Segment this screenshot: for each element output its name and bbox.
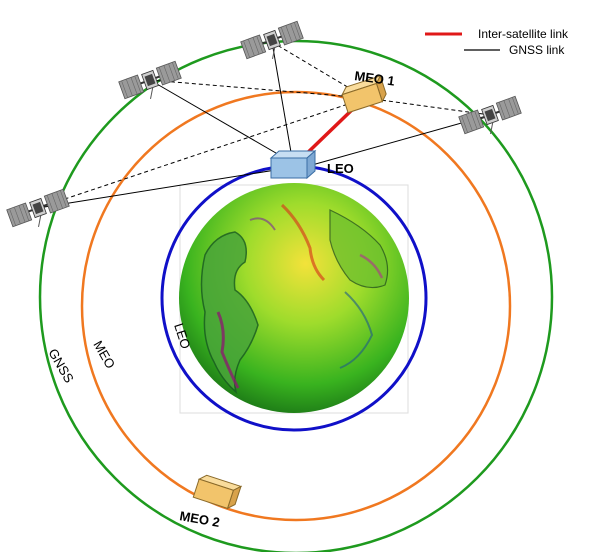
legend-isl-label: Inter-satellite link — [478, 27, 569, 41]
gnss-link — [149, 79, 289, 161]
leo-satellite-label: LEO — [327, 161, 354, 176]
gnss-satellite-icon — [117, 60, 186, 109]
meo1-satellite — [341, 74, 387, 114]
legend-gnss-label: GNSS link — [509, 43, 565, 57]
gnss-link — [271, 41, 293, 159]
earth-globe-icon — [179, 183, 409, 413]
meo1-satellite-label: MEO 1 — [354, 68, 396, 88]
gnss-link-meo1 — [37, 97, 367, 209]
meo2-satellite — [192, 474, 243, 510]
gnss-satellite-icon — [5, 188, 74, 237]
gnss-satellite-icon — [239, 20, 308, 69]
gnss-link-meo1 — [149, 79, 367, 99]
gnss-link — [311, 114, 491, 166]
leo-satellite — [269, 149, 317, 180]
gnss-link — [37, 167, 289, 209]
gnss-satellite-icon — [457, 95, 526, 144]
meo2-satellite-label: MEO 2 — [178, 508, 220, 530]
meo-orbit-label: MEO — [90, 338, 118, 371]
meo-orbit-ring — [80, 90, 512, 522]
